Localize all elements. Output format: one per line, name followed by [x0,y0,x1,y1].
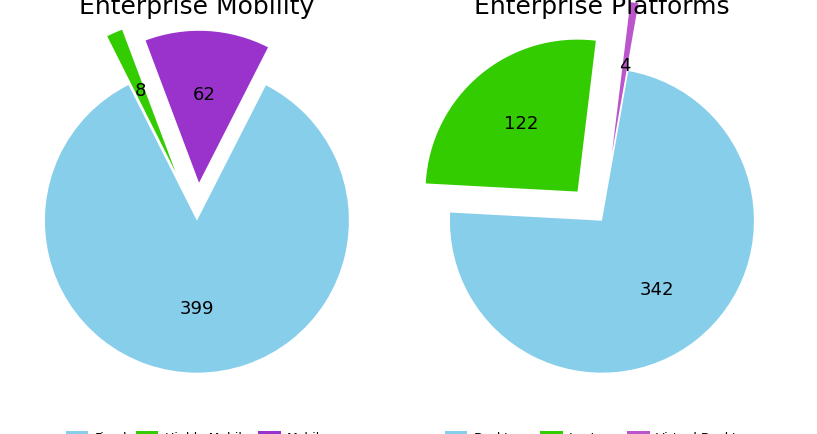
Text: 8: 8 [135,82,146,100]
Wedge shape [612,2,638,153]
Text: 342: 342 [640,281,674,299]
Wedge shape [45,85,349,373]
Wedge shape [426,39,596,191]
Text: 62: 62 [193,86,216,104]
Wedge shape [145,31,268,183]
Text: 122: 122 [503,115,538,133]
Text: 399: 399 [180,300,214,318]
Legend: Fixed, Highly Mobile, Mobile: Fixed, Highly Mobile, Mobile [61,426,333,434]
Title: Enterprise Mobility: Enterprise Mobility [79,0,315,19]
Legend: Desktops, Laptops, Virtual Desktops: Desktops, Laptops, Virtual Desktops [440,426,764,434]
Text: 4: 4 [619,57,631,75]
Title: Enterprise Platforms: Enterprise Platforms [474,0,730,19]
Wedge shape [450,71,754,373]
Wedge shape [107,30,176,172]
